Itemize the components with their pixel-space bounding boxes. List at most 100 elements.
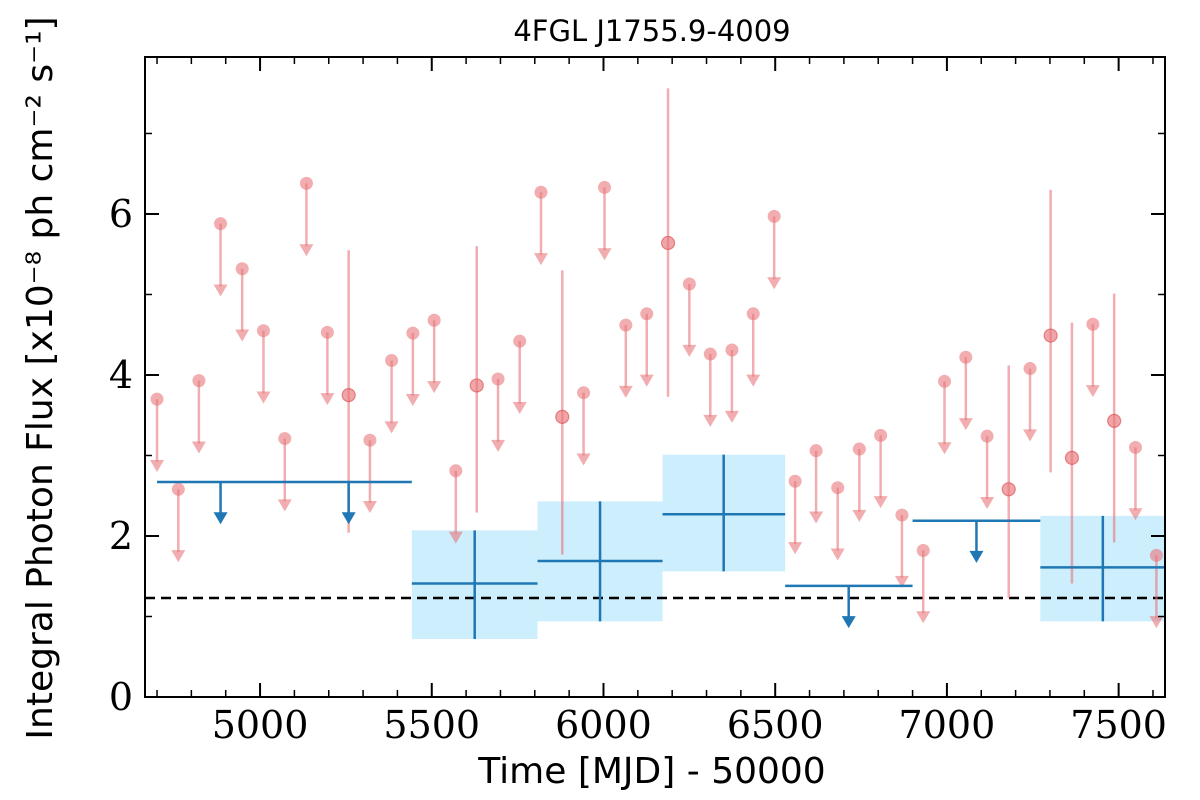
short-bin-detection-point <box>1001 482 1016 497</box>
short-bin-upper-limit-point <box>491 372 505 386</box>
short-bin-upper-limit-point <box>619 318 633 332</box>
short-bin-upper-limit-point <box>278 432 292 446</box>
short-bin-upper-limit-point <box>809 444 823 458</box>
short-bin-upper-limit-point <box>746 307 760 321</box>
short-bin-upper-limit-arrow <box>852 509 867 522</box>
short-bin-upper-limit-arrow <box>256 391 271 404</box>
short-bin-upper-limit-point <box>959 350 973 364</box>
short-bin-upper-limit-arrow <box>150 459 165 472</box>
short-bin-upper-limit-arrow <box>894 575 909 588</box>
short-bin-upper-limit-point <box>874 428 888 442</box>
chart-title: 4FGL J1755.9-4009 <box>513 14 790 48</box>
short-bin-upper-limit-arrow <box>830 548 845 561</box>
long-bin-upper-limit-arrow <box>213 512 228 525</box>
x-tick-label: 5500 <box>383 703 480 747</box>
short-bin-upper-limit-arrow <box>597 248 612 261</box>
short-bin-upper-limit-point <box>980 429 994 443</box>
short-bin-upper-limit-arrow <box>937 442 952 455</box>
short-bin-detection-point <box>341 388 356 403</box>
short-bin-upper-limit-point <box>1149 548 1163 562</box>
short-bin-upper-limit-arrow <box>788 542 803 555</box>
short-bin-upper-limit-point <box>449 464 463 478</box>
plot-marks <box>145 88 1165 640</box>
long-bin-upper-limit-arrow <box>841 616 856 629</box>
x-tick-label: 7500 <box>1070 703 1167 747</box>
short-bin-upper-limit-point <box>577 386 591 400</box>
short-bin-upper-limit-arrow <box>277 499 292 512</box>
short-bin-upper-limit-arrow <box>491 439 506 452</box>
short-bin-upper-limit-point <box>192 374 206 388</box>
short-bin-upper-limit-point <box>852 442 866 456</box>
short-bin-upper-limit-arrow <box>809 511 824 524</box>
short-bin-upper-limit-point <box>363 433 377 447</box>
short-bin-upper-limit-arrow <box>682 344 697 357</box>
y-tick-label: 6 <box>109 192 133 236</box>
short-bin-upper-limit-arrow <box>980 496 995 509</box>
x-axis-title: Time [MJD] - 50000 <box>477 751 825 792</box>
plot-frame <box>144 56 1166 698</box>
short-bin-upper-limit-arrow <box>916 611 931 624</box>
short-bin-upper-limit-point <box>788 474 802 488</box>
x-tick-label: 6000 <box>555 703 652 747</box>
short-bin-upper-limit-arrow <box>746 374 761 387</box>
short-bin-upper-limit-arrow <box>299 244 314 257</box>
short-bin-upper-limit-point <box>703 347 717 361</box>
short-bin-upper-limit-arrow <box>512 401 527 414</box>
short-bin-upper-limit-arrow <box>1149 616 1164 629</box>
short-bin-detection-point <box>1043 328 1058 343</box>
short-bin-upper-limit-arrow <box>639 374 654 387</box>
short-bin-upper-limit-point <box>385 353 399 367</box>
short-bin-upper-limit-point <box>1023 362 1037 376</box>
x-tick-label: 6500 <box>727 703 824 747</box>
x-tick-label: 7000 <box>899 703 996 747</box>
short-bin-upper-limit-point <box>682 277 696 291</box>
short-bin-upper-limit-arrow <box>384 421 399 434</box>
short-bin-upper-limit-arrow <box>191 441 206 454</box>
short-bin-upper-limit-arrow <box>213 284 228 297</box>
short-bin-upper-limit-arrow <box>1085 385 1100 398</box>
short-bin-detection-point <box>555 409 570 424</box>
short-bin-upper-limit-arrow <box>427 381 442 394</box>
short-bin-detection-point <box>469 378 484 393</box>
short-bin-upper-limit-point <box>534 185 548 199</box>
short-bin-upper-limit-arrow <box>1128 508 1143 521</box>
short-bin-upper-limit-point <box>767 209 781 223</box>
x-tick-label: 5000 <box>212 703 309 747</box>
short-bin-upper-limit-point <box>1128 440 1142 454</box>
short-bin-upper-limit-point <box>916 543 930 557</box>
y-axis-title: Integral Photon Flux [x10⁻⁸ ph cm⁻² s⁻¹] <box>20 16 61 739</box>
short-bin-upper-limit-arrow <box>576 453 591 466</box>
short-bin-upper-limit-point <box>320 325 334 339</box>
short-bin-upper-limit-point <box>725 343 739 357</box>
short-bin-upper-limit-point <box>640 307 654 321</box>
short-bin-upper-limit-point <box>427 313 441 327</box>
short-bin-detection-point <box>660 235 676 251</box>
short-bin-upper-limit-arrow <box>405 393 420 406</box>
short-bin-upper-limit-point <box>299 176 313 190</box>
short-bin-upper-limit-point <box>938 374 952 388</box>
short-bin-upper-limit-point <box>895 508 909 522</box>
short-bin-upper-limit-point <box>150 392 164 406</box>
long-bin-upper-limit-arrow <box>341 512 356 525</box>
short-bin-upper-limit-arrow <box>703 414 718 427</box>
short-bin-upper-limit-arrow <box>767 277 782 290</box>
y-tick-label: 2 <box>109 514 133 558</box>
short-bin-upper-limit-point <box>1086 317 1100 331</box>
short-bin-upper-limit-arrow <box>1023 429 1038 442</box>
short-bin-detection-point <box>1107 413 1122 428</box>
short-bin-upper-limit-arrow <box>448 531 463 544</box>
short-bin-upper-limit-point <box>171 482 185 496</box>
short-bin-upper-limit-arrow <box>235 329 250 342</box>
short-bin-upper-limit-arrow <box>618 385 633 398</box>
short-bin-upper-limit-arrow <box>724 410 739 423</box>
plot-area <box>145 88 1165 640</box>
y-tick-label: 4 <box>109 353 133 397</box>
short-bin-detection-point <box>1064 450 1080 466</box>
short-bin-upper-limit-arrow <box>362 501 377 514</box>
y-tick-label: 0 <box>109 675 133 719</box>
short-bin-upper-limit-point <box>598 180 612 194</box>
short-bin-upper-limit-arrow <box>873 496 888 509</box>
short-bin-upper-limit-arrow <box>171 550 186 563</box>
short-bin-upper-limit-point <box>831 481 845 495</box>
